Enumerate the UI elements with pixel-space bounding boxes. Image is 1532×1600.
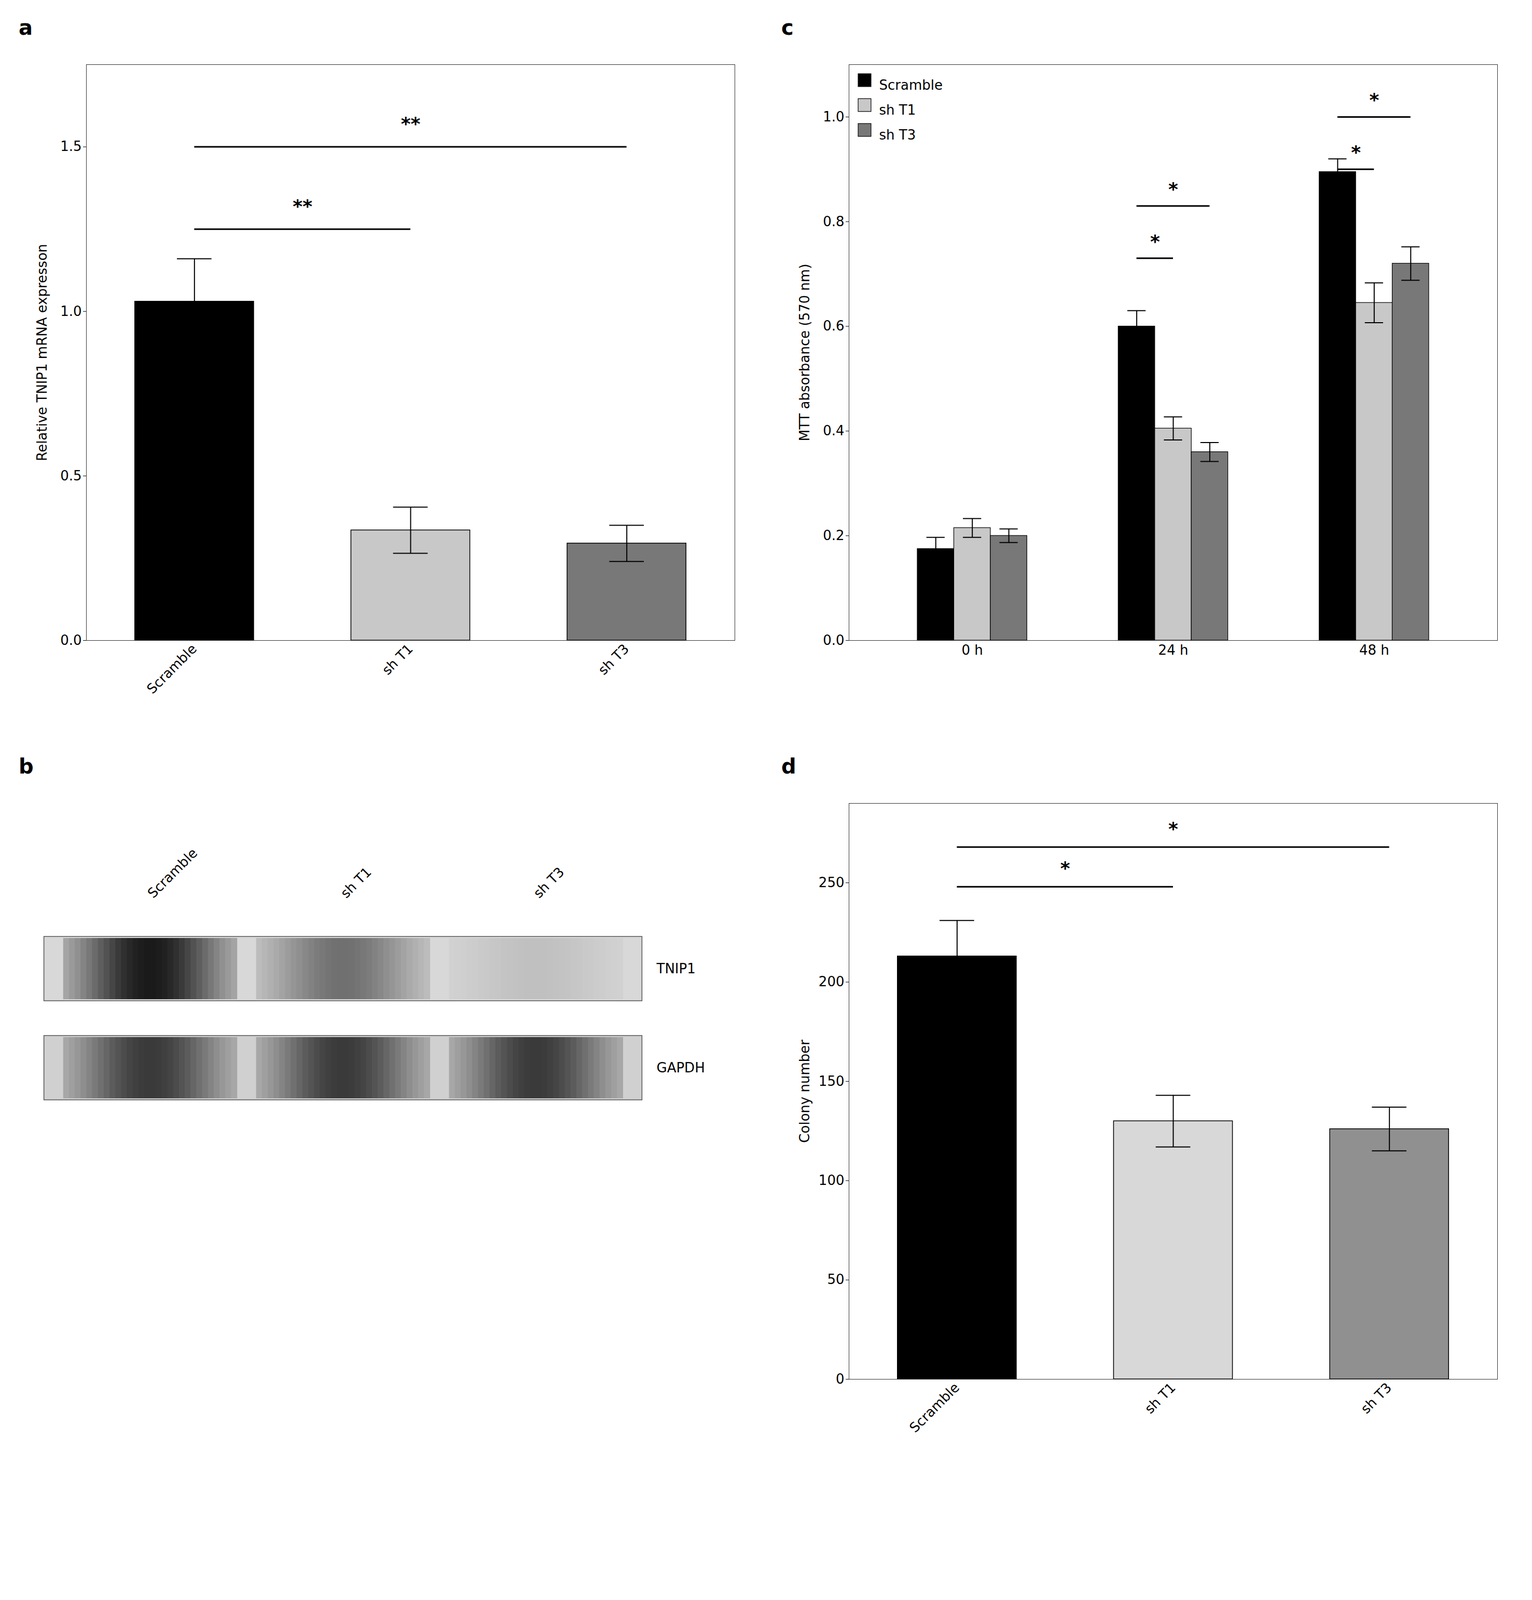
svg-text:0.4: 0.4 bbox=[822, 422, 845, 439]
svg-text:100: 100 bbox=[818, 1172, 845, 1189]
svg-text:0.6: 0.6 bbox=[822, 318, 845, 334]
svg-text:sh T1: sh T1 bbox=[1141, 1379, 1179, 1417]
svg-text:0.8: 0.8 bbox=[822, 213, 845, 230]
svg-text:24 h: 24 h bbox=[1158, 642, 1189, 658]
svg-text:200: 200 bbox=[818, 973, 845, 990]
svg-text:TNIP1: TNIP1 bbox=[656, 960, 696, 977]
svg-text:1.0: 1.0 bbox=[822, 108, 845, 125]
svg-text:1.5: 1.5 bbox=[60, 138, 82, 155]
svg-text:sh T1: sh T1 bbox=[879, 102, 917, 118]
svg-text:**: ** bbox=[401, 113, 421, 135]
svg-text:250: 250 bbox=[818, 874, 845, 891]
svg-text:**: ** bbox=[292, 195, 313, 217]
svg-text:sh T1: sh T1 bbox=[337, 864, 375, 902]
html-text:a: a bbox=[18, 15, 33, 40]
svg-text:0 h: 0 h bbox=[961, 642, 984, 658]
svg-text:sh T3: sh T3 bbox=[879, 127, 917, 143]
svg-text:MTT absorbance (570 nm): MTT absorbance (570 nm) bbox=[796, 263, 813, 441]
svg-text:sh T3: sh T3 bbox=[530, 864, 568, 902]
svg-text:sh T3: sh T3 bbox=[1357, 1379, 1395, 1417]
svg-text:Relative TNIP1 mRNA expresson: Relative TNIP1 mRNA expresson bbox=[34, 243, 50, 462]
svg-text:0.5: 0.5 bbox=[60, 467, 82, 484]
svg-text:*: * bbox=[1369, 89, 1379, 111]
svg-text:0.2: 0.2 bbox=[822, 527, 845, 544]
svg-text:Scramble: Scramble bbox=[879, 77, 943, 93]
svg-text:0.0: 0.0 bbox=[822, 632, 845, 648]
svg-text:*: * bbox=[1060, 857, 1071, 879]
svg-text:Scramble: Scramble bbox=[906, 1379, 963, 1436]
svg-text:48 h: 48 h bbox=[1359, 642, 1390, 658]
svg-text:50: 50 bbox=[826, 1271, 845, 1288]
html-text:c: c bbox=[781, 15, 794, 40]
html-text:b: b bbox=[18, 754, 34, 779]
svg-text:0: 0 bbox=[835, 1371, 845, 1387]
svg-text:*: * bbox=[1150, 230, 1161, 253]
svg-text:GAPDH: GAPDH bbox=[656, 1059, 706, 1076]
svg-text:*: * bbox=[1168, 818, 1179, 840]
html-text:d: d bbox=[781, 754, 797, 779]
svg-text:*: * bbox=[1350, 141, 1361, 163]
svg-text:sh T1: sh T1 bbox=[378, 640, 416, 678]
svg-text:Scramble: Scramble bbox=[143, 640, 200, 697]
svg-text:sh T3: sh T3 bbox=[595, 640, 632, 678]
svg-text:*: * bbox=[1168, 178, 1179, 200]
svg-text:0.0: 0.0 bbox=[60, 632, 82, 648]
svg-text:Colony number: Colony number bbox=[796, 1039, 813, 1143]
svg-text:Scramble: Scramble bbox=[144, 845, 201, 902]
svg-text:150: 150 bbox=[818, 1073, 845, 1089]
svg-text:1.0: 1.0 bbox=[60, 303, 82, 320]
